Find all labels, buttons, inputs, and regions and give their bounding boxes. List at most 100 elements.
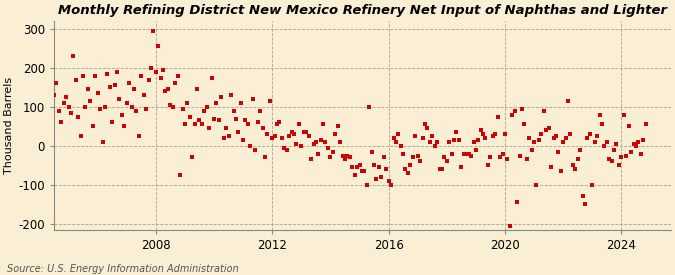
Point xyxy=(119,124,130,128)
Point xyxy=(507,112,518,117)
Point xyxy=(609,147,620,152)
Point xyxy=(407,155,418,160)
Point xyxy=(160,89,171,94)
Point xyxy=(262,132,273,136)
Point xyxy=(143,77,154,82)
Point xyxy=(257,126,268,130)
Point xyxy=(492,114,503,119)
Point xyxy=(373,165,384,169)
Point xyxy=(131,109,142,113)
Point xyxy=(556,169,566,173)
Point xyxy=(245,144,256,148)
Point xyxy=(446,151,457,156)
Point xyxy=(385,183,396,187)
Point xyxy=(105,85,115,90)
Point xyxy=(252,120,263,125)
Point xyxy=(56,120,67,125)
Point xyxy=(414,159,425,164)
Point xyxy=(565,132,576,136)
Point xyxy=(294,122,304,127)
Point xyxy=(141,107,152,111)
Point xyxy=(223,134,234,138)
Point xyxy=(124,81,134,86)
Point xyxy=(182,101,192,105)
Point xyxy=(635,151,646,156)
Point xyxy=(626,149,637,154)
Point xyxy=(340,157,350,162)
Point xyxy=(601,140,612,144)
Point xyxy=(308,142,319,146)
Point xyxy=(276,136,287,140)
Point xyxy=(61,95,72,99)
Point xyxy=(194,118,205,123)
Point xyxy=(238,138,248,142)
Point xyxy=(136,73,146,78)
Point xyxy=(572,157,583,162)
Point xyxy=(189,122,200,127)
Point xyxy=(167,104,178,109)
Point xyxy=(495,155,506,160)
Point xyxy=(63,104,74,109)
Point xyxy=(434,167,445,171)
Point xyxy=(211,101,222,105)
Point xyxy=(85,99,96,103)
Point xyxy=(151,70,161,74)
Point xyxy=(587,183,597,187)
Point xyxy=(483,163,493,167)
Point xyxy=(289,132,300,136)
Point xyxy=(603,157,614,162)
Point xyxy=(545,165,556,169)
Point xyxy=(614,163,624,167)
Point xyxy=(364,104,375,109)
Point xyxy=(606,159,617,164)
Point xyxy=(327,149,338,154)
Point xyxy=(514,153,525,158)
Point xyxy=(267,136,277,140)
Point xyxy=(165,103,176,107)
Point xyxy=(221,126,232,130)
Point xyxy=(403,171,414,175)
Point xyxy=(201,104,212,109)
Point xyxy=(36,97,47,101)
Point xyxy=(451,130,462,134)
Point xyxy=(325,155,335,160)
Point xyxy=(192,87,202,92)
Point xyxy=(369,163,379,167)
Point xyxy=(487,134,498,138)
Point xyxy=(44,85,55,90)
Point xyxy=(390,140,401,144)
Point xyxy=(209,116,219,121)
Point xyxy=(553,149,564,154)
Point xyxy=(580,202,591,207)
Point xyxy=(70,77,81,82)
Point xyxy=(521,157,532,162)
Point xyxy=(367,149,377,154)
Point xyxy=(574,147,585,152)
Point xyxy=(458,151,469,156)
Point xyxy=(543,126,554,130)
Point xyxy=(332,124,343,128)
Point xyxy=(630,144,641,148)
Point xyxy=(286,130,297,134)
Point xyxy=(116,112,127,117)
Point xyxy=(468,140,479,144)
Point xyxy=(371,177,382,181)
Text: Source: U.S. Energy Information Administration: Source: U.S. Energy Information Administ… xyxy=(7,264,238,274)
Point xyxy=(323,145,333,150)
Point xyxy=(134,134,144,138)
Point xyxy=(207,75,217,80)
Point xyxy=(199,109,210,113)
Point xyxy=(129,87,140,92)
Point xyxy=(585,132,595,136)
Point xyxy=(291,142,302,146)
Point xyxy=(196,122,207,127)
Point xyxy=(531,183,542,187)
Point xyxy=(480,136,491,140)
Point xyxy=(454,138,464,142)
Point xyxy=(524,136,535,140)
Point xyxy=(412,153,423,158)
Point xyxy=(597,122,608,127)
Point xyxy=(296,144,306,148)
Point xyxy=(158,68,169,72)
Point xyxy=(230,116,241,121)
